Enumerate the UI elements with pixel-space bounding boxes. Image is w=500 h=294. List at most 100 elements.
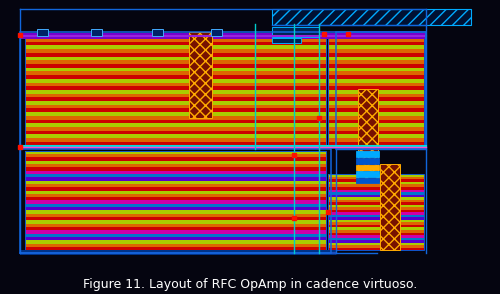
Bar [328, 195, 424, 197]
Bar [24, 94, 326, 97]
Bar [328, 187, 424, 190]
Bar [328, 38, 424, 42]
Bar [356, 165, 380, 171]
Bar [24, 230, 326, 234]
Bar [328, 205, 424, 207]
Bar [24, 187, 326, 191]
Bar [356, 178, 380, 183]
Bar [328, 177, 424, 179]
Bar [24, 134, 326, 138]
Bar [24, 75, 326, 79]
Bar [24, 174, 326, 177]
Bar [328, 184, 424, 187]
Bar [328, 217, 424, 220]
Bar [24, 214, 326, 217]
Bar [24, 181, 326, 184]
Bar [24, 131, 326, 134]
Bar [24, 90, 326, 94]
Bar [152, 29, 163, 36]
Bar [328, 71, 424, 75]
Bar [328, 120, 424, 123]
Bar [24, 211, 326, 214]
Bar [356, 151, 380, 157]
Bar [24, 220, 326, 224]
Bar [24, 204, 326, 207]
Bar [328, 105, 424, 108]
Bar [24, 237, 326, 240]
Bar [24, 97, 326, 101]
Bar [328, 116, 424, 120]
Bar [328, 228, 424, 230]
Bar [328, 46, 424, 49]
Bar [24, 56, 326, 60]
Bar [24, 161, 326, 164]
Bar [24, 184, 326, 187]
Bar [24, 217, 326, 220]
Bar [24, 207, 326, 211]
Bar [24, 191, 326, 194]
Bar [358, 89, 378, 183]
Bar [328, 174, 424, 177]
Bar [328, 243, 424, 245]
Bar [24, 120, 326, 123]
Bar [328, 202, 424, 205]
Bar [24, 177, 326, 181]
Bar [328, 142, 424, 146]
Bar [328, 210, 424, 212]
Bar [328, 192, 424, 195]
Bar [24, 79, 326, 83]
Bar [24, 68, 326, 71]
Bar [24, 46, 326, 49]
Bar [328, 207, 424, 210]
Bar [24, 127, 326, 131]
Bar [24, 171, 326, 174]
Bar [328, 112, 424, 116]
Bar [356, 158, 380, 164]
Bar [24, 86, 326, 90]
Bar [24, 64, 326, 68]
Bar [24, 157, 326, 161]
Bar [328, 197, 424, 200]
Bar [336, 32, 426, 149]
Bar [328, 101, 424, 105]
Bar [328, 220, 424, 222]
Bar [24, 151, 326, 250]
Bar [328, 79, 424, 83]
Bar [328, 200, 424, 202]
Bar [328, 179, 424, 182]
Bar [328, 53, 424, 56]
Bar [272, 38, 302, 44]
Bar [20, 32, 426, 148]
Bar [328, 245, 424, 248]
Bar [24, 240, 326, 244]
Bar [24, 49, 326, 53]
Bar [328, 97, 424, 101]
Bar [328, 127, 424, 131]
Bar [328, 230, 424, 233]
Bar [24, 138, 326, 142]
Bar [328, 86, 424, 90]
Bar [24, 167, 326, 171]
Text: Figure 11. Layout of RFC OpAmp in cadence virtuoso.: Figure 11. Layout of RFC OpAmp in cadenc… [83, 278, 417, 291]
Bar [328, 83, 424, 86]
Bar [91, 29, 102, 36]
Bar [24, 164, 326, 167]
Bar [328, 174, 424, 250]
Bar [24, 142, 326, 146]
Bar [328, 240, 424, 243]
Bar [24, 101, 326, 105]
Bar [328, 248, 424, 250]
Bar [328, 94, 424, 97]
Bar [24, 108, 326, 112]
Bar [328, 222, 424, 225]
Bar [24, 83, 326, 86]
Bar [328, 212, 424, 215]
Bar [211, 29, 222, 36]
Bar [328, 238, 424, 240]
Bar [189, 32, 212, 118]
Bar [20, 33, 426, 39]
Bar [24, 224, 326, 227]
Bar [328, 34, 424, 38]
Bar [328, 34, 424, 146]
Bar [24, 71, 326, 75]
